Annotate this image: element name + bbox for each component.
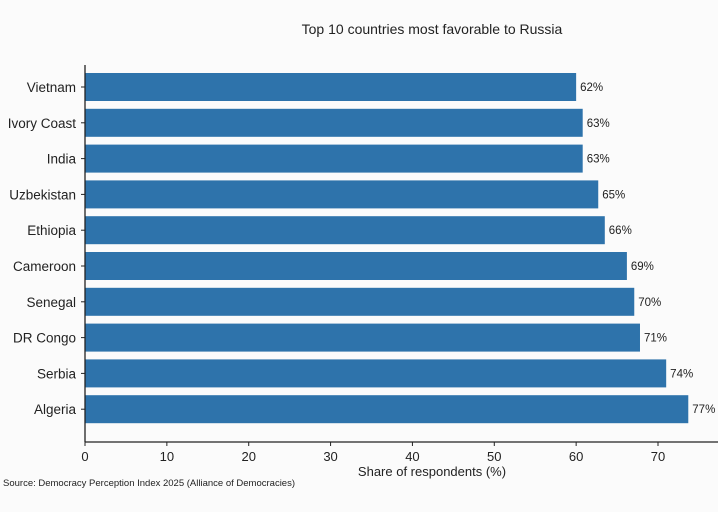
bar-cameroon [85, 252, 627, 280]
data-label: 63% [587, 118, 610, 130]
source-note: Source: Democracy Perception Index 2025 … [3, 478, 295, 489]
data-label: 74% [670, 368, 693, 380]
bar-vietnam [85, 73, 577, 101]
data-label: 69% [631, 261, 654, 273]
data-label: 77% [692, 404, 715, 416]
data-label: 71% [644, 333, 667, 345]
chart-title: Top 10 countries most favorable to Russi… [302, 21, 563, 37]
bar-uzbekistan [85, 180, 599, 209]
y-tick-label: Vietnam [27, 80, 76, 95]
data-label: 66% [609, 225, 632, 237]
bar-dr-congo [85, 323, 640, 352]
x-tick-label: 50 [487, 449, 501, 464]
bar-ivory-coast [85, 108, 583, 137]
x-axis-label: Share of respondents (%) [358, 464, 506, 479]
x-tick-label: 20 [241, 449, 255, 464]
y-tick-label: DR Congo [13, 331, 76, 346]
y-tick-label: Cameroon [13, 259, 76, 274]
data-label: 70% [638, 297, 661, 309]
x-tick-label: 10 [160, 449, 174, 464]
x-tick-label: 60 [569, 449, 583, 464]
y-tick-label: Uzbekistan [9, 187, 76, 202]
y-tick-label: Algeria [34, 402, 77, 417]
y-tick-label: Serbia [37, 366, 77, 381]
y-tick-label: Ivory Coast [8, 116, 77, 131]
x-tick-label: 70 [651, 449, 665, 464]
bar-senegal [85, 287, 635, 316]
data-label: 62% [580, 82, 603, 94]
bar-algeria [85, 395, 689, 424]
y-tick-label: Ethiopia [27, 223, 76, 238]
x-tick-label: 0 [81, 449, 88, 464]
x-tick-label: 30 [323, 449, 337, 464]
bar-ethiopia [85, 216, 605, 245]
y-tick-label: India [47, 152, 77, 167]
bar-india [85, 144, 583, 173]
data-label: 65% [602, 189, 625, 201]
y-tick-label: Senegal [26, 295, 76, 310]
bar-serbia [85, 359, 667, 388]
x-tick-label: 40 [405, 449, 419, 464]
data-label: 63% [587, 154, 610, 166]
